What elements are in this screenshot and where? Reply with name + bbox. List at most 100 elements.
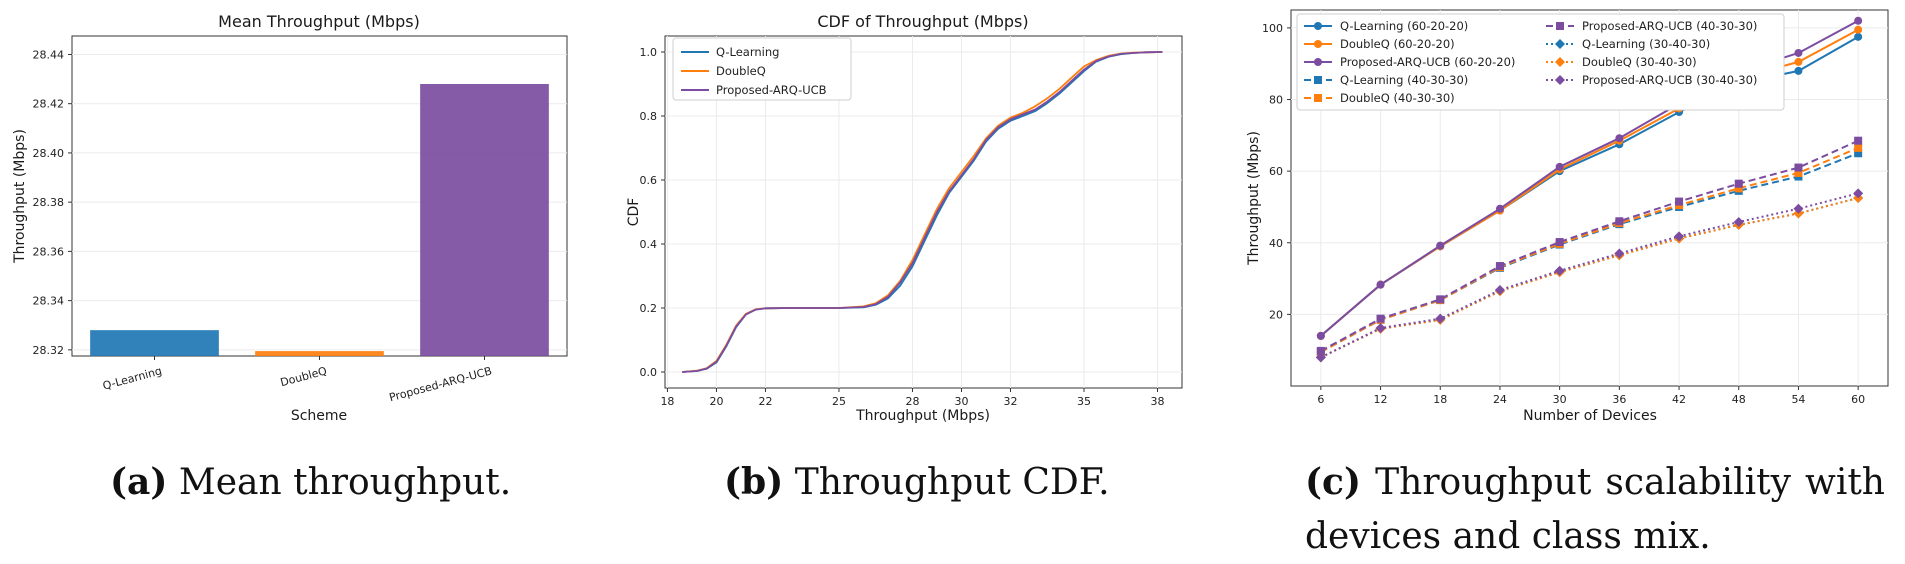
panel-c-point [1435,313,1446,324]
panel-b-x-tick-label: 35 [1077,395,1091,408]
panel-b-legend-label: DoubleQ [716,64,766,78]
panel-a-bar [420,84,549,356]
panel-c-point [1615,217,1624,226]
panel-b-x-tick-label: 32 [1003,395,1017,408]
panel-c-series-line [1320,192,1859,359]
panel-c-point [1794,163,1803,172]
panel-c-point [1316,331,1325,340]
panel-c-series-line [1320,146,1859,353]
panel-c-point [1674,231,1685,242]
panel-c-series-line [1320,152,1859,353]
panel-c-point [1794,168,1803,177]
panel-b-legend-label: Proposed-ARQ-UCB [716,83,827,97]
panel-c-point [1554,265,1565,276]
panel-c-x-tick-label: 60 [1851,393,1865,406]
panel-c-legend-label: Q-Learning (30-40-30) [1582,37,1710,51]
panel-b-y-ticks: 0.0 0.2 0.4 0.6 0.8 1.0 [640,46,665,379]
panel-c-legend-box [1296,13,1785,111]
panel-b-y-tick-label: 0.6 [640,174,658,187]
panel-c-point [1854,32,1863,41]
panel-c-legend-label: Proposed-ARQ-UCB (30-40-30) [1582,73,1757,87]
caption-c: (c) Throughput scalability with devices … [1305,455,1885,564]
panel-c-x-tick-label: 30 [1553,393,1567,406]
figure: Mean Throughput (Mbps) 28.3228.3428.3628… [12,9,1889,424]
panel-c-y-tick-label: 60 [1269,165,1283,178]
panel-b-x-tick-label: 30 [954,395,968,408]
panel-c-point [1614,248,1625,259]
panel-c-point [1436,241,1445,250]
panel-c-y-tick-label: 100 [1262,22,1283,35]
panel-b-y-tick-label: 0.2 [640,302,658,315]
panel-b-y-axis-label: CDF [626,198,642,227]
panel-c-point [1854,149,1863,158]
caption-c-text: Throughput scalability with devices and … [1305,462,1885,557]
panel-c-point [1376,280,1385,289]
panel-c-x-tick-label: 36 [1612,393,1626,406]
panel-b-x-tick-label: 22 [758,395,772,408]
panel-c-x-tick-label: 54 [1791,393,1805,406]
panel-c-point [1734,184,1743,193]
panel-b-title: CDF of Throughput (Mbps) [817,12,1028,31]
panel-c-point [1734,179,1743,188]
panel-b-x-ticks: 18 20 22 25 28 30 32 35 38 [660,388,1164,408]
panel-b-y-tick-label: 0.8 [640,110,658,123]
panel-c-y-tick-label: 20 [1269,308,1283,321]
panel-a-y-tick-label: 28.38 [33,196,65,209]
panel-c-point [1615,134,1624,143]
panel-a-x-tick-label: DoubleQ [279,364,329,389]
panel-c-legend-marker [1555,75,1565,85]
panel-a-bars [90,84,549,356]
panel-c-point [1854,143,1863,152]
caption-b-label: (b) [724,461,784,503]
panel-c-legend-marker [1555,57,1565,67]
panel-b-x-tick-label: 20 [709,395,723,408]
panel-c-point [1495,262,1504,271]
panel-c-point [1675,197,1684,206]
caption-b-text: Throughput CDF. [794,462,1110,503]
panel-c-series-line [1320,139,1859,352]
panel-b-lines [682,51,1163,373]
panel-a-x-ticks: Q-Learning DoubleQ Proposed-ARQ-UCB [101,356,493,404]
panel-a-bar-chart: Mean Throughput (Mbps) 28.3228.3428.3628… [12,12,568,424]
panel-c-scalability-chart: 20 40 60 80 100 6 12 18 24 30 36 42 48 54 60 Q-Learni… [1246,9,1889,424]
panel-a-y-tick-label: 28.40 [33,147,65,160]
panel-b-legend: Q-Learning DoubleQ Proposed-ARQ-UCB [672,37,852,101]
panel-a-bar [90,330,219,356]
panel-c-point [1555,238,1564,247]
panel-c-point [1436,295,1445,304]
panel-a-title: Mean Throughput (Mbps) [218,12,420,31]
panel-c-series-line [1320,197,1859,359]
panel-a-y-ticks: 28.32 28.34 28.36 28.38 28.40 28.42 28.44 [33,48,72,357]
panel-c-x-axis-label: Number of Devices [1523,408,1657,424]
panel-c-point [1793,203,1804,214]
panel-c-point [1854,16,1863,25]
panel-a-y-tick-label: 28.44 [33,48,65,61]
panel-b-plot-area [664,35,1183,389]
panel-c-legend-label: Q-Learning (40-30-30) [1340,73,1468,87]
panel-a-x-axis-label: Scheme [291,408,347,424]
panel-c-legend-marker [1555,39,1565,49]
panel-c-point [1794,66,1803,75]
panel-c-point [1794,48,1803,57]
panel-c-legend-label: Proposed-ARQ-UCB (40-30-30) [1582,19,1757,33]
panel-a-y-axis-label: Throughput (Mbps) [12,129,28,264]
panel-c-legend-marker [1314,94,1322,102]
panel-c-legend-label: Proposed-ARQ-UCB (60-20-20) [1340,55,1515,69]
panel-b-y-tick-label: 1.0 [640,46,658,59]
panel-c-point [1854,25,1863,34]
panel-c-legend-marker [1314,22,1322,30]
panel-b-x-tick-label: 25 [832,395,846,408]
panel-c-point [1555,162,1564,171]
caption-a: (a) Mean throughput. [110,455,511,510]
panel-b-x-tick-label: 28 [905,395,919,408]
panel-c-legend-marker [1314,58,1322,66]
panel-c-lines [1315,16,1864,363]
panel-a-bar [255,351,384,356]
panel-c-x-ticks: 6 12 18 24 30 36 42 48 54 60 [1317,386,1865,406]
panel-c-legend-label: DoubleQ (60-20-20) [1340,37,1455,51]
panel-c-plot-area [1290,9,1889,387]
panel-b-legend-box [672,37,852,101]
panel-c-legend-marker [1314,76,1322,84]
panel-a-y-tick-label: 28.42 [33,98,65,111]
panel-b-cdf-chart: CDF of Throughput (Mbps) 0.0 0.2 0.4 0.6 0.8… [626,12,1183,424]
